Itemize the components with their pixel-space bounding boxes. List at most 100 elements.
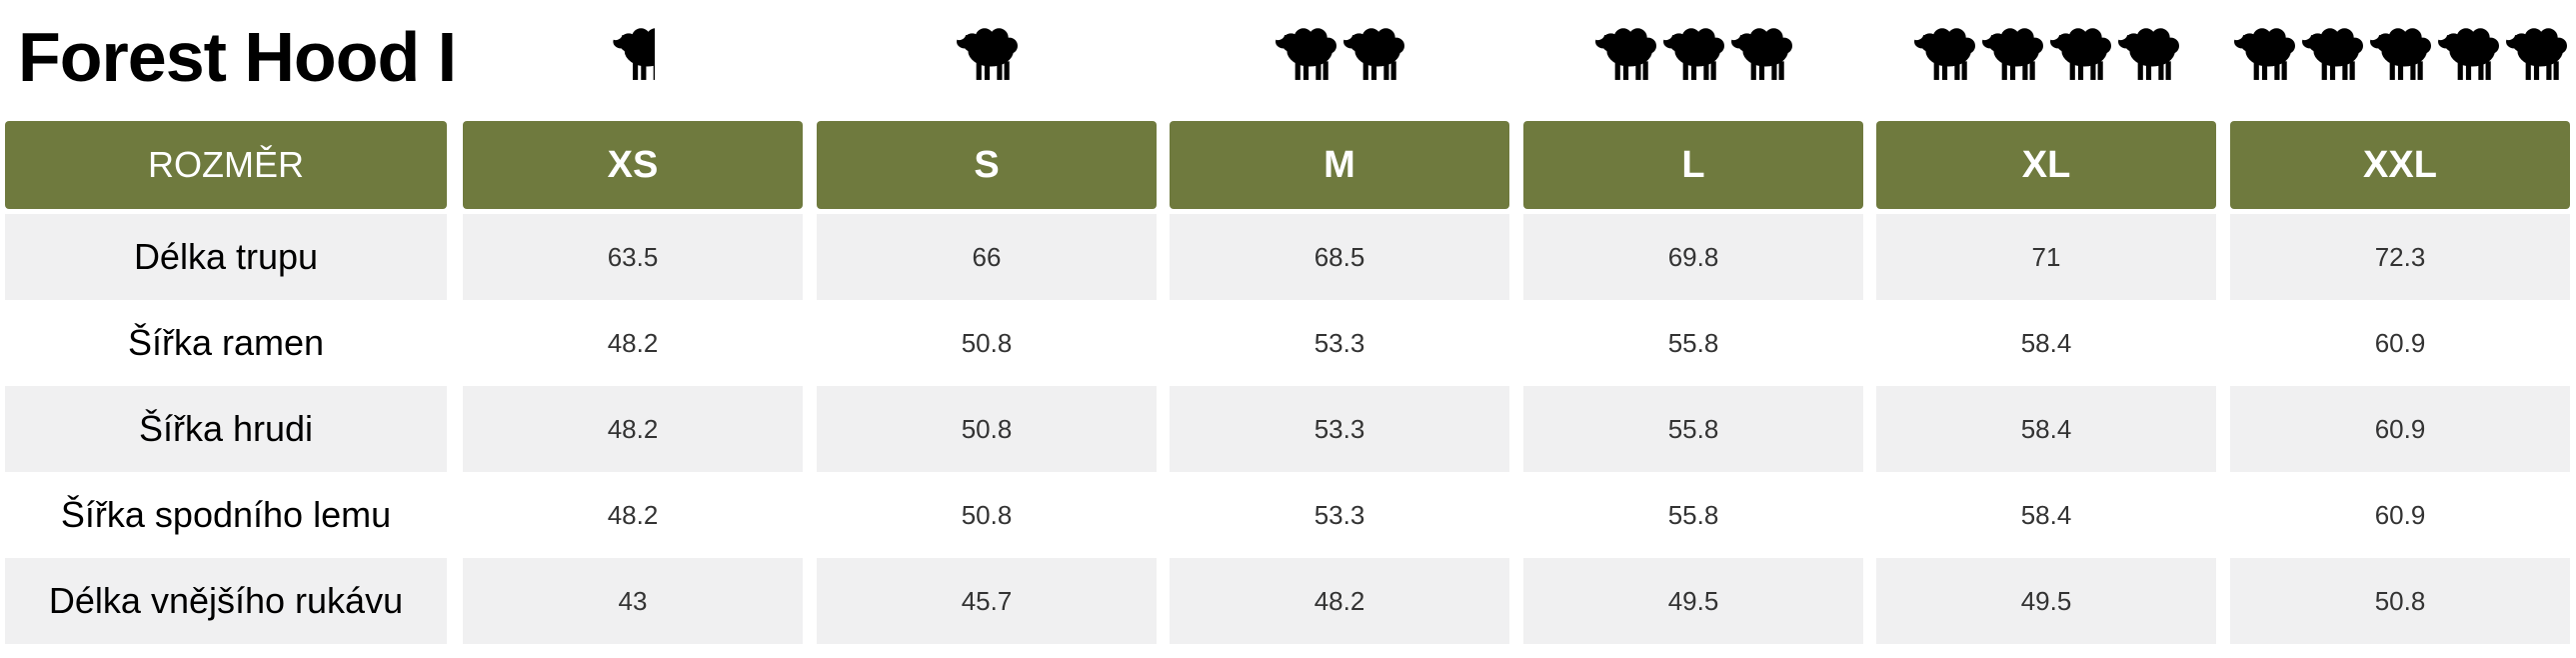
measurement-value: 53.3: [1313, 499, 1365, 530]
sheep-icon: [1730, 28, 1792, 80]
table-cell: 55.8: [1523, 300, 1863, 386]
measurement-value: 53.3: [1313, 413, 1365, 444]
sheep-icon: [1275, 28, 1336, 80]
table-cell: 58.4: [1876, 472, 2216, 558]
sheep-icon: [1594, 28, 1656, 80]
measurement-value: 55.8: [1667, 327, 1719, 358]
table-cell: 49.5: [1523, 558, 1863, 644]
measurement-value: 60.9: [2374, 327, 2426, 358]
size-label: S: [974, 143, 1000, 186]
measurement-value: 55.8: [1667, 413, 1719, 444]
measurement-label: Délka vnějšího rukávu: [48, 580, 404, 621]
size-label: XXL: [2363, 143, 2437, 186]
row-label-cell: Šířka spodního lemu: [5, 472, 447, 558]
measurement-value: 60.9: [2374, 413, 2426, 444]
table-cell: 55.8: [1523, 472, 1863, 558]
table-cell: 45.7: [817, 558, 1157, 644]
measurement-value: 43: [618, 585, 648, 616]
table-cell: 48.2: [463, 300, 803, 386]
sheep-icon: [2117, 28, 2179, 80]
header-cell-size: L: [1523, 121, 1863, 209]
measurement-value: 69.8: [1667, 241, 1719, 272]
table-cell: 53.3: [1170, 472, 1509, 558]
sheep-icon: [956, 28, 1018, 80]
measurement-value: 58.4: [2020, 499, 2072, 530]
table-cell: 50.8: [817, 386, 1157, 472]
table-cell: 71: [1876, 214, 2216, 300]
table-cell: 53.3: [1170, 386, 1509, 472]
header-cell-size: XXL: [2230, 121, 2570, 209]
table-cell: 58.4: [1876, 300, 2216, 386]
sheep-icon: [2369, 28, 2431, 80]
measurement-label: Šířka ramen: [127, 322, 325, 363]
table-cell: 69.8: [1523, 214, 1863, 300]
sheep-icon: [1981, 28, 2043, 80]
table-cell: 50.8: [817, 300, 1157, 386]
measurement-value: 71: [2031, 241, 2061, 272]
sheep-icon: [2301, 28, 2363, 80]
measurement-value: 50.8: [961, 327, 1013, 358]
table-cell: 48.2: [1170, 558, 1509, 644]
table-cell: 58.4: [1876, 386, 2216, 472]
measurement-value: 50.8: [961, 413, 1013, 444]
measurement-value: 48.2: [1313, 585, 1365, 616]
sheep-icon: [1662, 28, 1724, 80]
table-cell: 60.9: [2230, 386, 2570, 472]
measurement-value: 50.8: [2374, 585, 2426, 616]
sheep-icon: [2049, 28, 2111, 80]
table-cell: 48.2: [463, 386, 803, 472]
measurement-value: 48.2: [607, 413, 659, 444]
measurement-value: 58.4: [2020, 413, 2072, 444]
table-cell: 60.9: [2230, 300, 2570, 386]
table-cell: 60.9: [2230, 472, 2570, 558]
table-cell: 66: [817, 214, 1157, 300]
header-label: ROZMĚR: [148, 144, 304, 185]
size-label: M: [1323, 143, 1355, 186]
page-title: Forest Hood I: [18, 18, 457, 96]
size-label: L: [1681, 143, 1705, 186]
table-cell: 55.8: [1523, 386, 1863, 472]
measurement-value: 60.9: [2374, 499, 2426, 530]
table-cell: 53.3: [1170, 300, 1509, 386]
header-cell-label: ROZMĚR: [5, 121, 447, 209]
sheep-icon: [2505, 28, 2567, 80]
table-cell: 43: [463, 558, 803, 644]
measurement-label: Šířka spodního lemu: [60, 494, 392, 535]
measurement-value: 72.3: [2374, 241, 2426, 272]
measurement-value: 66: [972, 241, 1002, 272]
table-cell: 48.2: [463, 472, 803, 558]
row-label-cell: Délka trupu: [5, 214, 447, 300]
table-cell: 49.5: [1876, 558, 2216, 644]
table-cell: 63.5: [463, 214, 803, 300]
sheep-icon: [612, 28, 655, 80]
sheep-icon: [1913, 28, 1975, 80]
size-label: XS: [607, 143, 659, 186]
measurement-value: 45.7: [961, 585, 1013, 616]
header-cell-size: M: [1170, 121, 1509, 209]
sheep-icon: [2233, 28, 2295, 80]
row-label-cell: Šířka hrudi: [5, 386, 447, 472]
sheep-icon: [1342, 28, 1404, 80]
measurement-value: 58.4: [2020, 327, 2072, 358]
header-cell-size: XS: [463, 121, 803, 209]
measurement-value: 49.5: [2020, 585, 2072, 616]
measurement-value: 48.2: [607, 499, 659, 530]
measurement-value: 55.8: [1667, 499, 1719, 530]
measurement-value: 49.5: [1667, 585, 1719, 616]
row-label-cell: Šířka ramen: [5, 300, 447, 386]
size-label: XL: [2021, 143, 2071, 186]
table-cell: 72.3: [2230, 214, 2570, 300]
measurement-value: 48.2: [607, 327, 659, 358]
header-cell-size: XL: [1876, 121, 2216, 209]
measurement-value: 63.5: [607, 241, 659, 272]
measurement-value: 53.3: [1313, 327, 1365, 358]
table-cell: 68.5: [1170, 214, 1509, 300]
measurement-label: Délka trupu: [133, 236, 319, 277]
measurement-value: 68.5: [1313, 241, 1365, 272]
table-cell: 50.8: [817, 472, 1157, 558]
sheep-icon: [2437, 28, 2499, 80]
measurement-value: 50.8: [961, 499, 1013, 530]
measurement-label: Šířka hrudi: [138, 408, 314, 449]
table-cell: 50.8: [2230, 558, 2570, 644]
row-label-cell: Délka vnějšího rukávu: [5, 558, 447, 644]
